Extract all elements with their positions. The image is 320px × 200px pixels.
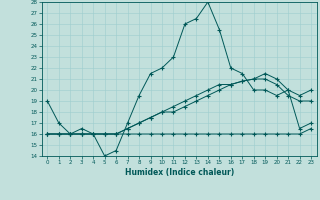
X-axis label: Humidex (Indice chaleur): Humidex (Indice chaleur) xyxy=(124,168,234,177)
